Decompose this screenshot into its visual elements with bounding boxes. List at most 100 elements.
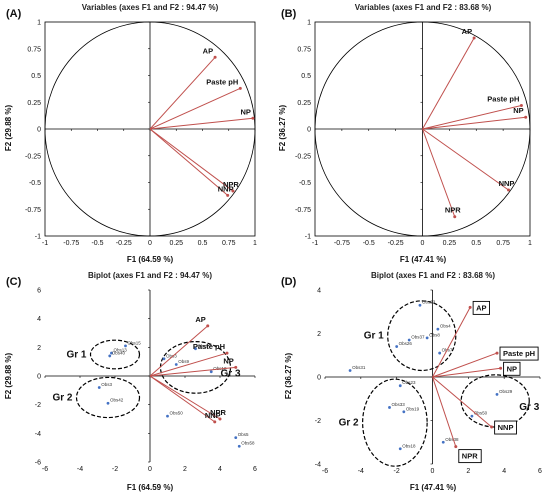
- observation-label: Obs58: [241, 441, 255, 446]
- y-axis-label: F2 (29.88 %): [4, 353, 13, 400]
- observation-point: [470, 414, 474, 418]
- observation-label: Obs18: [402, 443, 416, 448]
- y-tick-label: 1: [37, 20, 41, 27]
- y-tick-label: -4: [35, 431, 41, 438]
- observation-point: [407, 338, 411, 342]
- vector-label: AP: [203, 46, 213, 55]
- observation-point: [398, 384, 402, 388]
- vector-label: NP: [507, 364, 517, 373]
- chart-title: Biplot (axes F1 and F2 : 94.47 %): [88, 271, 212, 280]
- observation-label: Obs33: [392, 402, 406, 407]
- observation-point: [348, 369, 352, 372]
- panel-0: (A) Variables (axes F1 and F2 : 94.47 %) -…: [4, 3, 257, 264]
- group-label: Gr 1: [66, 350, 86, 361]
- vector-tip: [213, 55, 217, 59]
- observation-label: Obs39: [198, 343, 212, 348]
- group-label: Gr 2: [339, 418, 359, 429]
- x-axis-label: F1 (47.41 %): [400, 255, 447, 264]
- variable-vector: [422, 128, 456, 217]
- group-ellipse: [460, 374, 530, 428]
- observation-label: Obs38: [445, 437, 459, 442]
- observation-label: Obs50: [170, 411, 184, 416]
- observation-label: Obs31: [352, 365, 366, 370]
- observation-label: Obs3: [166, 353, 177, 358]
- y-tick-label: -4: [315, 462, 321, 469]
- observation-label: Obs19: [406, 406, 420, 411]
- y-tick-label: 2: [317, 331, 321, 338]
- x-tick-label: 0.25: [443, 240, 457, 247]
- panel-label: (C): [6, 276, 22, 288]
- vector-label: NPR: [223, 180, 239, 189]
- vector-label: NPR: [462, 452, 478, 461]
- vector-label-box: [499, 346, 539, 361]
- x-tick-label: 1: [528, 240, 532, 247]
- vector-label: AP: [462, 27, 472, 36]
- vector-tip: [238, 86, 242, 90]
- group-ellipse: [362, 378, 428, 467]
- vector-label: NNP: [498, 423, 514, 432]
- observation-point: [234, 436, 238, 440]
- y-tick-label: 4: [317, 288, 321, 295]
- x-tick-label: -1: [42, 240, 48, 247]
- vector-label-box: [458, 449, 482, 464]
- vector-label: NNP: [499, 179, 515, 188]
- vector-tip: [507, 188, 510, 192]
- y-axis-label: F2 (29.88 %): [4, 105, 13, 152]
- x-tick-label: -0.25: [388, 240, 404, 247]
- observation-point: [194, 347, 197, 351]
- x-tick-label: -2: [112, 466, 118, 473]
- y-tick-label: -0.75: [295, 207, 311, 214]
- vector-tip: [231, 189, 235, 193]
- observation-label: Obs23: [402, 380, 416, 385]
- y-tick-label: -0.75: [25, 207, 41, 214]
- observation-point: [436, 327, 440, 331]
- observation-point: [162, 357, 166, 361]
- x-tick-label: -0.5: [363, 240, 375, 247]
- observation-point: [97, 386, 101, 389]
- x-tick-label: 0: [421, 240, 425, 247]
- observation-label: Obs37: [411, 335, 425, 340]
- y-tick-label: 0.75: [297, 46, 311, 53]
- y-tick-label: -0.25: [295, 153, 311, 160]
- x-tick-label: 0: [148, 466, 152, 473]
- variable-vector: [149, 56, 216, 130]
- vector-label: NP: [513, 106, 523, 115]
- vector-tip: [453, 215, 457, 219]
- vector-label: NP: [223, 356, 233, 365]
- vector-label: AP: [195, 315, 205, 324]
- x-tick-label: -0.25: [116, 240, 132, 247]
- observation-label: Obs13: [114, 348, 128, 353]
- panel-2: (C) Biplot (axes F1 and F2 : 94.47 %) -6 -4…: [4, 271, 257, 492]
- variable-vector: [422, 116, 526, 130]
- y-tick-label: -2: [315, 418, 321, 425]
- group-label: Gr 1: [364, 331, 384, 342]
- x-tick-label: 0: [148, 240, 152, 247]
- y-tick-label: -2: [35, 402, 41, 409]
- y-tick-label: 0.25: [27, 100, 41, 107]
- vector-tip: [251, 116, 255, 120]
- y-axis-label: F2 (36.27 %): [284, 353, 293, 400]
- x-tick-label: 0.5: [198, 240, 208, 247]
- vector-label: NP: [240, 107, 250, 116]
- variable-vector: [149, 128, 229, 196]
- x-tick-label: -0.75: [334, 240, 350, 247]
- group-ellipse: [387, 300, 457, 372]
- y-tick-label: 0.5: [31, 73, 41, 80]
- y-tick-label: 4: [37, 316, 41, 323]
- x-tick-label: 0.5: [471, 240, 481, 247]
- vector-label: NNP: [218, 184, 234, 193]
- y-tick-label: -0.5: [29, 180, 41, 187]
- vector-tip: [472, 36, 476, 40]
- panel-label: (A): [6, 8, 22, 20]
- vector-tip: [499, 366, 503, 370]
- y-tick-label: 0: [307, 127, 311, 134]
- observation-point: [174, 363, 178, 366]
- variable-vector: [149, 87, 241, 130]
- observation-point: [495, 393, 499, 396]
- group-ellipse: [159, 341, 232, 394]
- y-tick-label: 1: [307, 20, 311, 27]
- vector-tip: [468, 305, 472, 309]
- vector-label: NPR: [445, 206, 461, 215]
- y-tick-label: -6: [35, 460, 41, 467]
- observation-point: [124, 344, 127, 348]
